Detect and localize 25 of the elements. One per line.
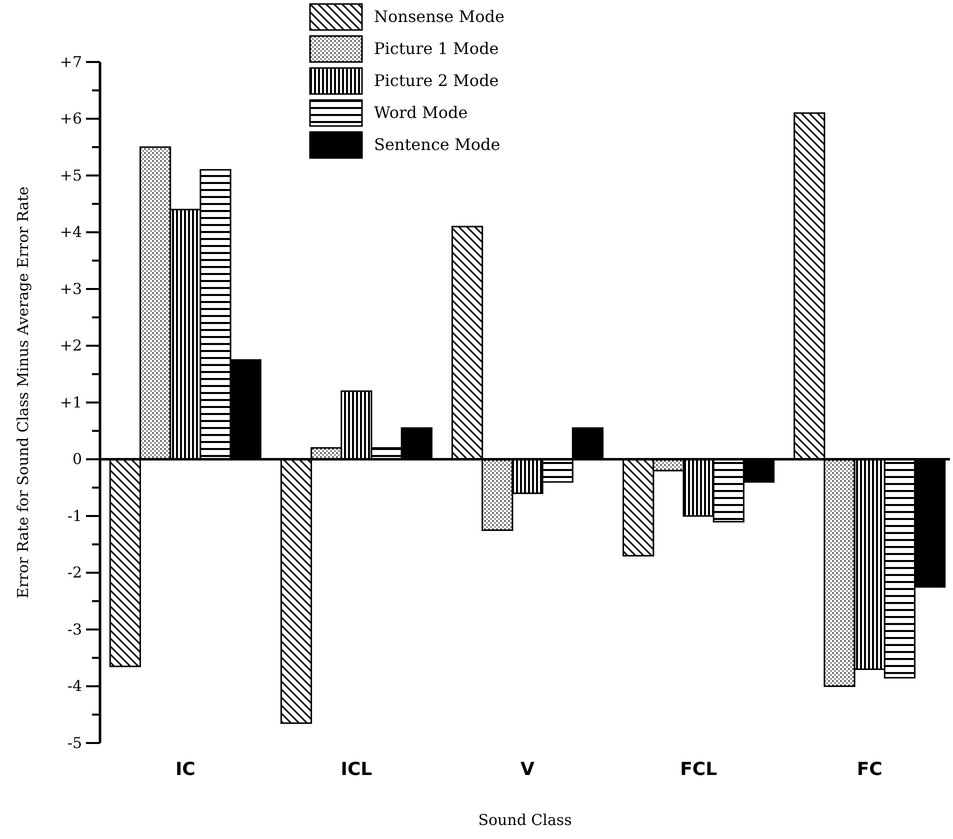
y-tick-label: -5: [67, 734, 82, 752]
y-tick-label: +4: [60, 223, 82, 242]
y-tick-label: -3: [67, 620, 82, 638]
y-tick-label: +5: [60, 166, 82, 184]
legend-label: Sentence Mode: [374, 135, 500, 154]
legend-label: Nonsense Mode: [374, 7, 504, 26]
y-tick-label: +6: [60, 110, 82, 128]
y-tick-label: +2: [60, 336, 82, 355]
x-tick-label: IC: [175, 758, 196, 780]
y-tick-label: -1: [67, 506, 82, 525]
x-tick-label: FC: [856, 758, 882, 780]
y-tick-label: 0: [72, 450, 82, 468]
y-tick-label: +7: [60, 52, 82, 71]
y-tick-label: -2: [67, 564, 82, 582]
legend-label: Word Mode: [374, 103, 468, 122]
x-axis-title: Sound Class: [478, 811, 572, 829]
y-tick-label: -4: [67, 677, 82, 696]
legend-label: Picture 2 Mode: [374, 71, 499, 90]
x-tick-label: FCL: [680, 758, 718, 780]
x-tick-label: V: [520, 758, 535, 780]
legend-label: Picture 1 Mode: [374, 39, 499, 58]
y-axis-title: Error Rate for Sound Class Minus Average Error Rate: [14, 186, 32, 599]
x-tick-label: ICL: [340, 758, 372, 780]
y-tick-label: +3: [60, 280, 82, 298]
y-tick-label: +1: [60, 393, 82, 412]
